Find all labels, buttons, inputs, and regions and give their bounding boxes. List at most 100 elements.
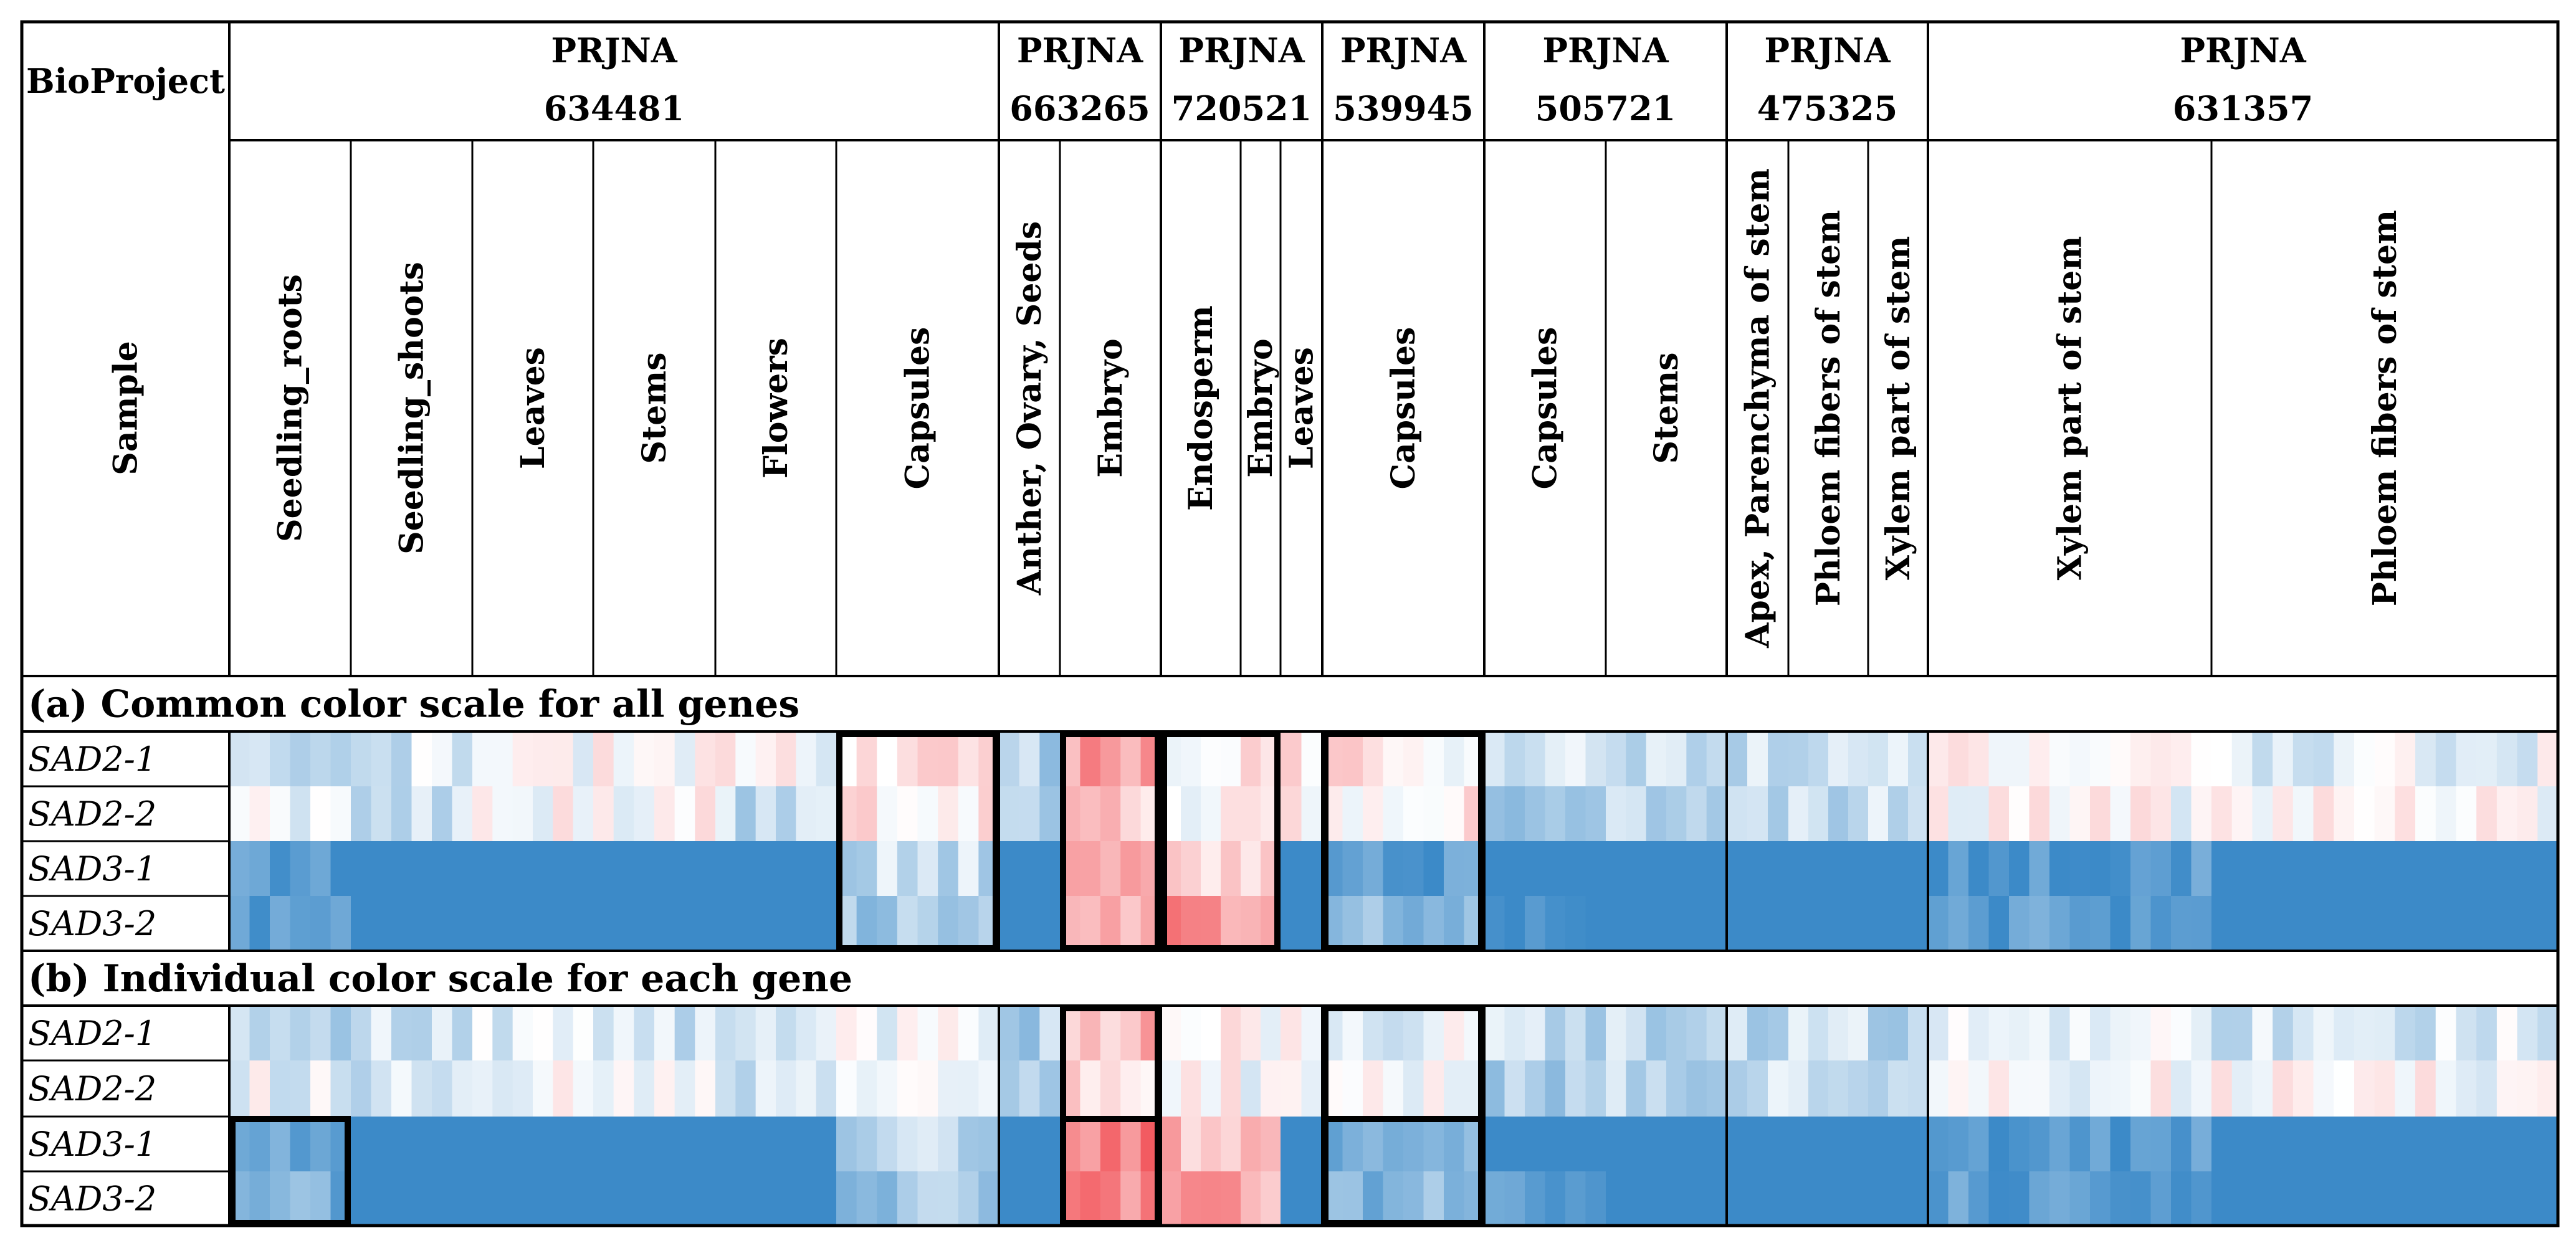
heat-cell-a-SAD2-1-18-9	[2395, 731, 2416, 786]
heat-cell-a-SAD3-2-18-16	[2537, 896, 2559, 951]
heat-cell-a-SAD3-2-17-2	[1968, 896, 1990, 951]
heat-cell-a-SAD3-1-17-8	[2090, 841, 2111, 896]
heat-cell-b-SAD2-1-14-1	[1747, 1006, 1768, 1060]
heat-cell-b-SAD2-2-17-4	[2009, 1060, 2030, 1117]
heat-cell-a-SAD3-1-17-10	[2130, 841, 2152, 896]
heat-cell-b-SAD3-2-3-1	[613, 1171, 634, 1226]
heat-cell-b-SAD3-2-18-7	[2354, 1171, 2375, 1226]
heat-cell-a-SAD3-2-6-0	[999, 896, 1020, 951]
heat-cell-a-SAD3-2-10-0	[1281, 896, 1302, 951]
heat-cell-a-SAD3-2-18-14	[2496, 896, 2518, 951]
heat-cell-a-SAD3-2-4-4	[796, 896, 817, 951]
heat-cell-b-SAD3-2-5-4	[917, 1171, 938, 1226]
heat-cell-a-SAD3-1-3-1	[613, 841, 634, 896]
heat-cell-b-SAD3-1-5-0	[836, 1117, 857, 1171]
gene-label-b-2: SAD3-1	[28, 1125, 156, 1164]
heat-cell-b-SAD3-2-18-8	[2374, 1171, 2395, 1226]
heat-cell-a-SAD2-1-6-2	[1039, 731, 1061, 786]
heat-cell-a-SAD2-2-5-5	[938, 786, 959, 841]
heat-cell-a-SAD3-2-17-0	[1928, 896, 1949, 951]
heat-cell-b-SAD2-1-1-2	[391, 1006, 413, 1060]
heat-cell-b-SAD2-2-2-2	[512, 1060, 533, 1117]
heat-cell-a-SAD3-2-1-4	[432, 896, 453, 951]
heat-cell-a-SAD2-1-2-2	[512, 731, 533, 786]
heat-cell-b-SAD3-2-0-1	[249, 1171, 270, 1226]
heat-cell-b-SAD2-2-18-16	[2537, 1060, 2559, 1117]
heat-cell-a-SAD3-1-0-3	[290, 841, 311, 896]
heat-cell-b-SAD3-2-16-2	[1908, 1171, 1929, 1226]
heat-cell-a-SAD2-2-5-1	[856, 786, 877, 841]
heat-cell-b-SAD3-2-18-3	[2273, 1171, 2294, 1226]
sample-label-14: Apex, Parenchyma of stem	[1739, 168, 1777, 649]
heat-cell-b-SAD3-2-18-14	[2496, 1171, 2518, 1226]
bioproject-id-6: 631357	[2173, 88, 2313, 128]
heat-cell-b-SAD3-1-5-4	[917, 1117, 938, 1171]
heat-cell-b-SAD2-1-12-4	[1565, 1006, 1586, 1060]
heat-cell-a-SAD2-2-14-0	[1727, 786, 1748, 841]
heat-cell-a-SAD3-1-17-3	[1988, 841, 2010, 896]
heat-cell-b-SAD3-1-13-2	[1646, 1117, 1667, 1171]
heat-cell-a-SAD2-1-14-1	[1747, 731, 1768, 786]
heat-cell-a-SAD2-2-18-5	[2313, 786, 2334, 841]
heat-cell-a-SAD3-1-17-2	[1968, 841, 1990, 896]
heat-cell-b-SAD3-1-7-3	[1120, 1117, 1142, 1171]
heat-cell-b-SAD2-2-12-2	[1525, 1060, 1546, 1117]
heat-cell-a-SAD3-2-17-7	[2069, 896, 2091, 951]
heat-cell-b-SAD2-1-17-13	[2191, 1006, 2212, 1060]
highlight-box-b-3	[1060, 1116, 1161, 1226]
heat-cell-a-SAD2-1-0-4	[310, 731, 332, 786]
heat-cell-b-SAD2-1-6-0	[999, 1006, 1020, 1060]
heat-cell-a-SAD2-2-18-4	[2292, 786, 2314, 841]
heat-cell-b-SAD3-1-13-5	[1706, 1117, 1727, 1171]
heat-cell-b-SAD3-2-18-13	[2476, 1171, 2497, 1226]
heat-cell-b-SAD2-2-18-12	[2456, 1060, 2477, 1117]
heat-cell-a-SAD3-2-2-4	[553, 896, 574, 951]
heat-cell-a-SAD2-1-15-3	[1848, 731, 1869, 786]
heat-cell-b-SAD3-1-12-4	[1565, 1117, 1586, 1171]
heat-cell-b-SAD2-2-14-1	[1747, 1060, 1768, 1117]
heat-cell-b-SAD3-1-8-0	[1161, 1117, 1181, 1171]
bioproject-prefix-4: PRJNA	[1542, 31, 1669, 70]
heat-cell-a-SAD2-1-9-0	[1241, 731, 1261, 786]
heat-cell-a-SAD3-2-15-0	[1788, 896, 1809, 951]
heat-cell-a-SAD2-1-17-10	[2130, 731, 2152, 786]
heat-cell-b-SAD2-1-17-6	[2049, 1006, 2071, 1060]
heat-cell-a-SAD3-1-3-3	[654, 841, 675, 896]
heat-cell-a-SAD2-2-11-1	[1342, 786, 1363, 841]
heat-cell-a-SAD3-2-7-3	[1120, 896, 1142, 951]
heat-cell-a-SAD3-2-4-0	[715, 896, 736, 951]
heat-cell-b-SAD3-2-11-3	[1383, 1171, 1404, 1226]
sample-label-15: Phloem fibers of stem	[1810, 210, 1848, 606]
heat-cell-b-SAD2-1-0-0	[229, 1006, 250, 1060]
heat-cell-b-SAD2-1-17-2	[1968, 1006, 1990, 1060]
heat-cell-b-SAD2-2-18-5	[2313, 1060, 2334, 1117]
heat-cell-a-SAD2-2-14-1	[1747, 786, 1768, 841]
heat-cell-a-SAD3-2-0-3	[290, 896, 311, 951]
heat-cell-b-SAD3-1-11-3	[1383, 1117, 1404, 1171]
heat-cell-a-SAD2-1-11-4	[1403, 731, 1424, 786]
heat-cell-b-SAD3-1-17-5	[2029, 1117, 2050, 1171]
heat-cell-a-SAD2-2-2-3	[533, 786, 553, 841]
heat-cell-a-SAD3-2-18-10	[2415, 896, 2436, 951]
heat-cell-a-SAD3-1-3-0	[593, 841, 614, 896]
heat-cell-b-SAD3-1-16-0	[1868, 1117, 1889, 1171]
heat-cell-a-SAD3-1-18-11	[2435, 841, 2457, 896]
heat-cell-b-SAD3-2-12-3	[1545, 1171, 1566, 1226]
heat-cell-a-SAD3-1-10-0	[1281, 841, 1302, 896]
heat-cell-b-SAD2-1-2-5	[573, 1006, 594, 1060]
heat-cell-b-SAD2-2-18-10	[2415, 1060, 2436, 1117]
sample-label-11: Capsules	[1385, 327, 1423, 490]
heat-cell-a-SAD3-2-0-5	[330, 896, 351, 951]
heat-cell-b-SAD2-1-18-8	[2374, 1006, 2395, 1060]
heat-cell-a-SAD3-1-18-15	[2517, 841, 2538, 896]
heat-cell-a-SAD3-2-16-2	[1908, 896, 1929, 951]
heat-cell-a-SAD2-1-3-5	[695, 731, 716, 786]
heat-cell-b-SAD3-2-17-5	[2029, 1171, 2050, 1226]
heat-cell-a-SAD3-2-17-8	[2090, 896, 2111, 951]
heat-cell-a-SAD2-1-10-0	[1281, 731, 1302, 786]
heat-cell-b-SAD2-2-18-14	[2496, 1060, 2518, 1117]
heat-cell-b-SAD2-2-4-3	[776, 1060, 796, 1117]
heat-cell-a-SAD2-1-4-4	[796, 731, 817, 786]
heat-cell-b-SAD2-1-5-2	[877, 1006, 898, 1060]
heat-cell-b-SAD3-2-12-4	[1565, 1171, 1586, 1226]
